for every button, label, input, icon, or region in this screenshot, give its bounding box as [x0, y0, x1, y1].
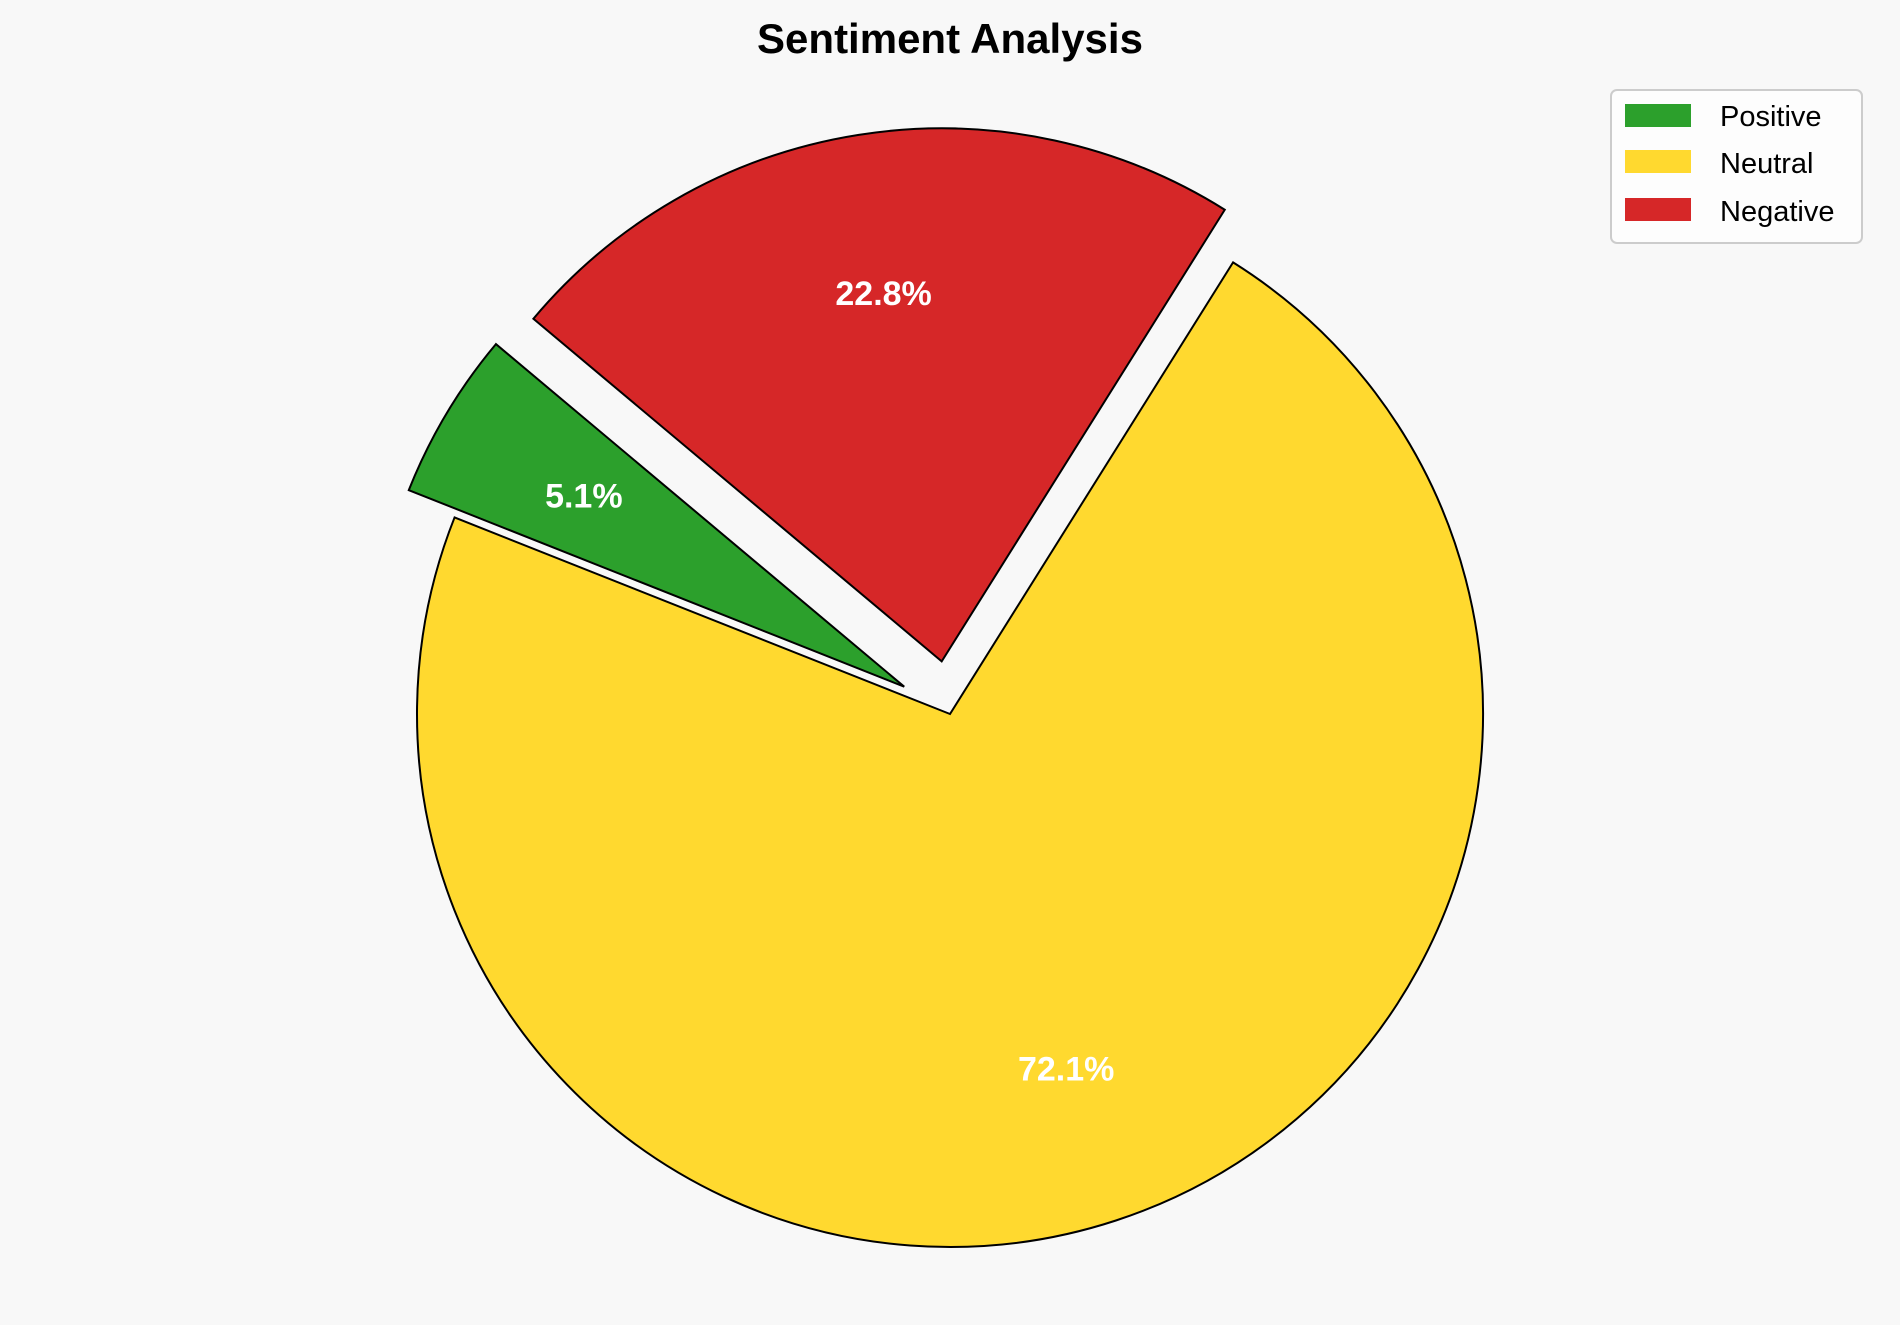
percent-labels: 5.1% 72.1% 22.8% [545, 275, 1114, 1089]
legend: Positive Neutral Negative [1610, 89, 1863, 244]
legend-swatch-neutral [1625, 150, 1691, 173]
chart-title: Sentiment Analysis [757, 15, 1143, 62]
wedges [407, 127, 1484, 1248]
legend-label-negative: Negative [1720, 196, 1834, 228]
legend-swatch-positive [1625, 104, 1691, 127]
wedge-negative [531, 127, 1227, 663]
wedge-positive [407, 342, 905, 688]
pct-label-neutral: 72.1% [1018, 1051, 1114, 1089]
wedge-neutral [416, 261, 1484, 1248]
legend-label-neutral: Neutral [1720, 148, 1814, 180]
legend-swatch-negative [1625, 198, 1691, 221]
legend-label-positive: Positive [1720, 101, 1822, 133]
pct-label-negative: 22.8% [835, 275, 931, 313]
pct-label-positive: 5.1% [545, 478, 623, 516]
